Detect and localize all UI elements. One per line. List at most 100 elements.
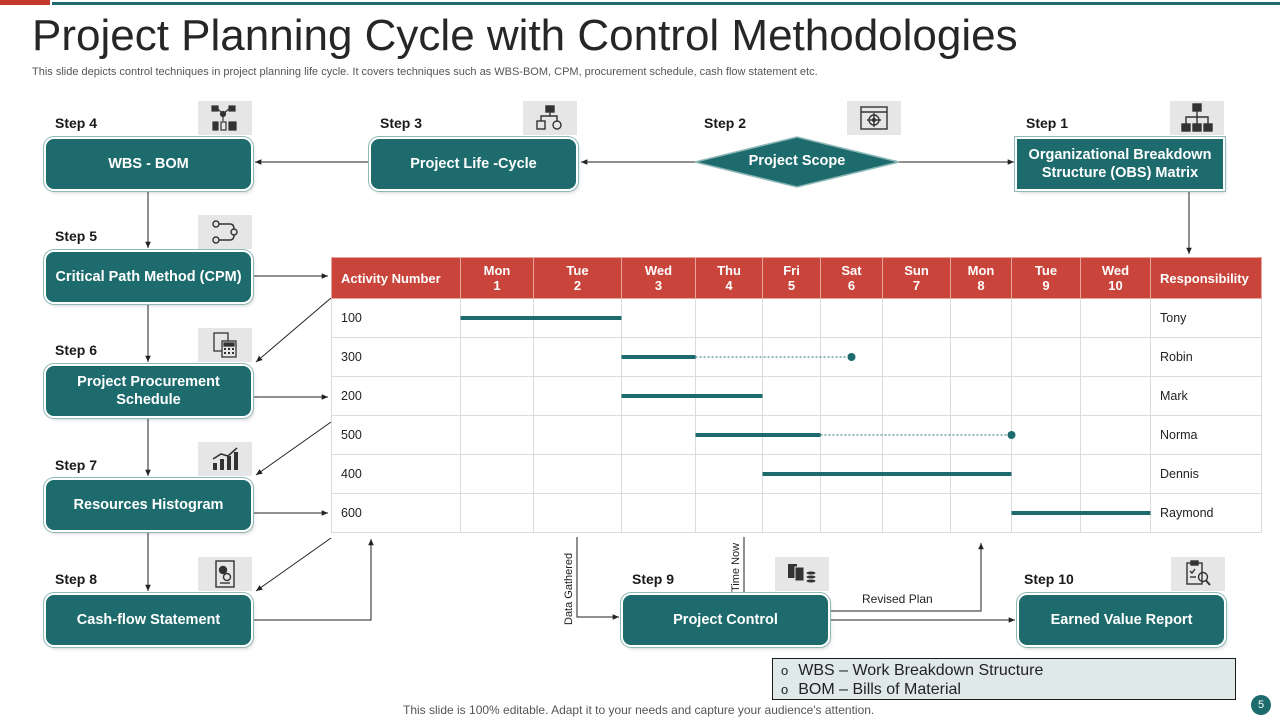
activity-number-cell: 600 — [331, 493, 461, 533]
arrow-cashflow-to-table — [252, 539, 374, 621]
project-control-box[interactable]: Project Control — [623, 595, 828, 645]
header-line2: 8 — [977, 278, 985, 293]
activity-number-cell: 100 — [331, 298, 461, 338]
day-cell — [762, 376, 821, 416]
header-line1: Sun — [904, 263, 929, 278]
header-day: Tue 9 — [1011, 257, 1081, 299]
responsibility-cell: Raymond — [1150, 493, 1262, 533]
day-cell — [621, 493, 696, 533]
header-line1: Tue — [1034, 263, 1058, 278]
cash-flow-statement-box[interactable]: Cash-flow Statement — [46, 595, 251, 645]
table-row: 200 Mark — [331, 376, 1262, 416]
step-2-label: Step 2 — [704, 115, 747, 131]
header-line1: Sat — [841, 263, 862, 278]
header-line2: 10 — [1108, 278, 1123, 293]
gantt-table: Activity Number Mon 1 Tue 2 Wed 3 Thu 4 Fri 5 Sat 6 S… — [331, 257, 1262, 533]
obs-matrix-box[interactable]: Organizational Breakdown Structure (OBS)… — [1017, 139, 1223, 189]
responsibility-cell: Tony — [1150, 298, 1262, 338]
day-cell — [1011, 376, 1081, 416]
legend-bullet: o — [781, 682, 789, 697]
procurement-schedule-box[interactable]: Project Procurement Schedule — [46, 366, 251, 416]
table-row: 500 Norma — [331, 415, 1262, 455]
responsibility-cell: Mark — [1150, 376, 1262, 416]
day-cell — [621, 337, 696, 377]
day-cell — [820, 337, 883, 377]
abbreviation-legend: o WBS – Work Breakdown Structure o BOM – B… — [772, 658, 1236, 700]
earned-value-report-box[interactable]: Earned Value Report — [1019, 595, 1224, 645]
revised-plan-label: Revised Plan — [862, 592, 933, 606]
day-cell — [533, 415, 622, 455]
day-cell — [533, 493, 622, 533]
header-line1: Wed — [1101, 263, 1130, 278]
day-cell — [1011, 493, 1081, 533]
header-day: Sat 6 — [820, 257, 883, 299]
legend-item: o WBS – Work Breakdown Structure — [781, 661, 1235, 680]
day-cell — [820, 298, 883, 338]
table-row: 100 Tony — [331, 298, 1262, 338]
header-day: Mon 1 — [460, 257, 534, 299]
day-cell — [950, 376, 1012, 416]
gantt-header-row: Activity Number Mon 1 Tue 2 Wed 3 Thu 4 Fri 5 Sat 6 S… — [331, 257, 1262, 299]
arrow-revised-plan — [830, 543, 984, 612]
header-line1: Responsibility — [1160, 270, 1249, 286]
day-cell — [820, 415, 883, 455]
day-cell — [533, 337, 622, 377]
day-cell — [1080, 415, 1151, 455]
bar-chart-icon — [198, 442, 252, 476]
page-number: 5 — [1251, 695, 1271, 715]
day-cell — [1080, 454, 1151, 494]
documents-coins-icon — [775, 557, 829, 591]
day-cell — [950, 298, 1012, 338]
day-cell — [460, 415, 534, 455]
header-line2: 2 — [573, 278, 582, 293]
resources-histogram-box[interactable]: Resources Histogram — [46, 480, 251, 530]
wbs-bom-box[interactable]: WBS - BOM — [46, 139, 251, 189]
step-9-label: Step 9 — [632, 571, 675, 587]
path-icon — [198, 215, 252, 249]
day-cell — [460, 337, 534, 377]
responsibility-cell: Norma — [1150, 415, 1262, 455]
step-5-label: Step 5 — [55, 228, 98, 244]
day-cell — [1011, 454, 1081, 494]
cpm-box[interactable]: Critical Path Method (CPM) — [46, 252, 251, 302]
table-row: 300 Robin — [331, 337, 1262, 377]
day-cell — [621, 415, 696, 455]
day-cell — [882, 454, 951, 494]
legend-text: BOM – Bills of Material — [798, 681, 961, 698]
footer-note: This slide is 100% editable. Adapt it to… — [403, 703, 875, 717]
day-cell — [820, 493, 883, 533]
time-now-label: Time Now — [730, 542, 742, 592]
activity-number-cell: 400 — [331, 454, 461, 494]
header-activity-number: Activity Number — [331, 257, 461, 299]
step-8-label: Step 8 — [55, 571, 98, 587]
day-cell — [695, 454, 763, 494]
activity-number-cell: 300 — [331, 337, 461, 377]
day-cell — [1080, 337, 1151, 377]
day-cell — [621, 376, 696, 416]
project-scope-box[interactable]: Project Scope — [748, 153, 846, 169]
header-day: Tue 2 — [533, 257, 622, 299]
arrow-table-to-cashflow — [255, 537, 332, 592]
header-line2: 1 — [493, 278, 501, 293]
day-cell — [820, 454, 883, 494]
day-cell — [533, 298, 622, 338]
project-life-cycle-box[interactable]: Project Life -Cycle — [371, 139, 576, 189]
day-cell — [695, 415, 763, 455]
table-row: 600 Raymond — [331, 493, 1262, 533]
header-day: Wed 10 — [1080, 257, 1151, 299]
day-cell — [820, 376, 883, 416]
arrow-table-to-procurement — [255, 297, 332, 363]
process-icon — [523, 101, 577, 135]
header-day: Wed 3 — [621, 257, 696, 299]
header-line2: 5 — [787, 278, 796, 293]
table-row: 400 Dennis — [331, 454, 1262, 494]
step-1-label: Step 1 — [1026, 115, 1069, 131]
calculator-doc-icon — [198, 328, 252, 362]
day-cell — [762, 415, 821, 455]
legend-text: WBS – Work Breakdown Structure — [798, 662, 1044, 679]
data-gathered-label: Data Gathered — [563, 552, 575, 625]
header-responsibility: Responsibility — [1150, 257, 1262, 299]
day-cell — [695, 376, 763, 416]
day-cell — [950, 493, 1012, 533]
